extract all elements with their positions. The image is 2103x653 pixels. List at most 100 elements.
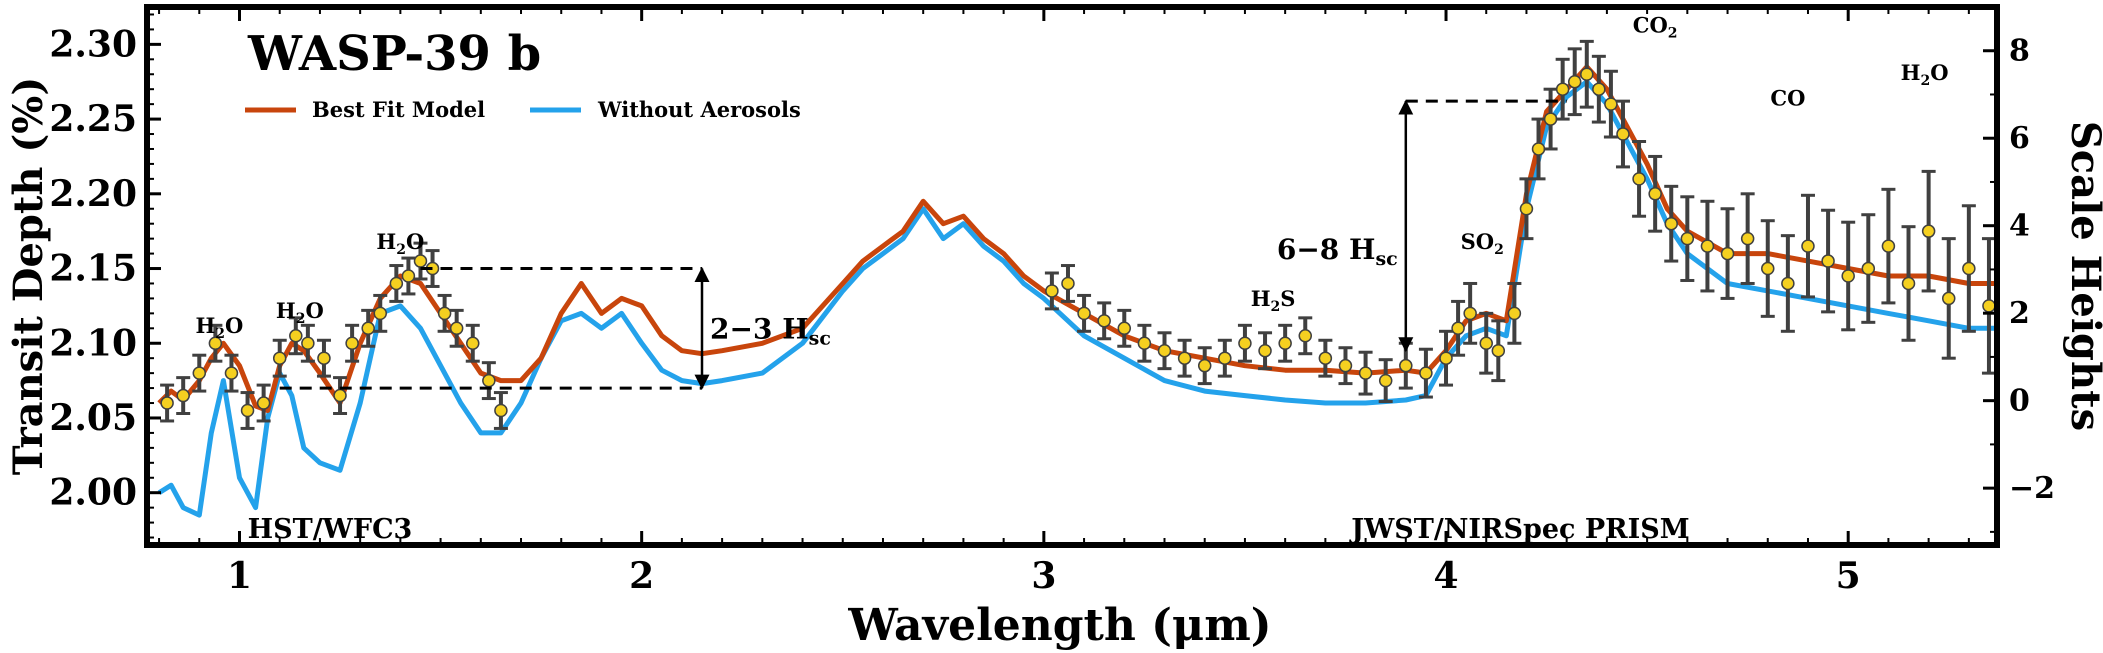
data-point [437, 293, 452, 333]
data-point-marker [1298, 329, 1313, 343]
data-point-marker [1861, 261, 1876, 276]
y-tick-label: 2.05 [49, 397, 137, 439]
data-point [1543, 87, 1558, 151]
scale-height-bracket-jwst: 6−8 Hsc [1277, 99, 1567, 353]
data-point-marker [1543, 112, 1558, 126]
data-point-marker [401, 269, 416, 283]
data-point [1278, 323, 1293, 363]
data-point [1258, 331, 1273, 371]
data-point-marker [1801, 239, 1815, 253]
data-point-marker [1077, 306, 1091, 321]
data-point [240, 391, 255, 430]
data-point [1418, 347, 1433, 399]
data-point [1841, 220, 1856, 332]
data-point-marker [1419, 366, 1433, 380]
data-point [1720, 207, 1735, 300]
data-point [1664, 184, 1679, 263]
data-point [1941, 237, 1956, 360]
data-point-marker [1781, 276, 1795, 291]
data-point [1358, 350, 1373, 396]
plot-frame [144, 4, 2000, 548]
data-point [1780, 234, 1795, 333]
data-point [361, 308, 376, 348]
data-point [1060, 264, 1075, 303]
data-point-marker [1921, 224, 1936, 238]
data-point [481, 361, 496, 401]
instrument-label: HST/WFC3 [248, 514, 413, 545]
data-point-marker [1061, 276, 1075, 291]
data-point-marker [1399, 358, 1413, 373]
data-point-marker [317, 351, 331, 365]
data-point [1177, 338, 1192, 378]
data-point-marker [1664, 216, 1678, 231]
data-point-marker [240, 403, 255, 418]
y2-tick-label: 0 [2009, 384, 2030, 419]
x-axis: 1 2 3 4 5 [158, 7, 1970, 597]
data-point-marker [176, 388, 190, 403]
data-point-marker [1491, 343, 1506, 358]
data-point-marker [1479, 336, 1493, 350]
data-point [1591, 54, 1606, 124]
x-tick-label: 3 [1031, 555, 1056, 597]
data-point-marker [1982, 299, 1996, 313]
data-point [1961, 204, 1976, 333]
y2-tick-label: 2 [2009, 296, 2030, 331]
data-point [1680, 195, 1695, 282]
data-point [192, 353, 207, 393]
data-point [465, 323, 480, 363]
molecule-label: H2O [376, 229, 424, 258]
data-point-marker [1567, 74, 1582, 89]
data-point-marker [1378, 373, 1393, 388]
data-points [160, 39, 1996, 430]
instrument-hst: HST/WFC3 [159, 514, 501, 546]
data-point [300, 323, 315, 363]
y-tick-label: 2.25 [49, 98, 137, 140]
data-point [401, 256, 416, 296]
data-point-marker [256, 396, 271, 410]
data-point [1901, 225, 1916, 342]
data-point-marker [1258, 343, 1272, 358]
data-point [1298, 316, 1313, 356]
data-point-marker [1338, 358, 1353, 373]
data-point [316, 338, 331, 378]
data-point-marker [1197, 358, 1212, 373]
data-point-marker [1632, 172, 1646, 186]
data-point-marker [1962, 261, 1976, 276]
data-point [1217, 338, 1232, 378]
data-point-marker [449, 321, 464, 336]
data-point [1137, 323, 1152, 363]
data-point [1700, 199, 1715, 293]
data-point [449, 308, 464, 348]
data-point-marker [389, 276, 404, 291]
data-point-marker [466, 336, 480, 350]
data-point [1491, 319, 1506, 383]
data-point-marker [1137, 336, 1152, 350]
data-point [1981, 237, 1996, 375]
data-point [1338, 346, 1353, 386]
data-point-marker [1740, 231, 1755, 246]
data-point [1463, 281, 1478, 345]
data-point-marker [1318, 351, 1333, 365]
y2-axis-label: Scale Heights [2062, 121, 2103, 431]
data-point [224, 353, 239, 393]
data-point [1861, 213, 1876, 324]
data-point [1318, 338, 1333, 378]
data-point [1378, 358, 1393, 404]
scale-height-label: 6−8 Hsc [1277, 233, 1398, 270]
data-point [1507, 281, 1522, 345]
data-point-marker [224, 366, 239, 380]
data-point-marker [1531, 142, 1546, 156]
data-point [1881, 187, 1896, 305]
data-point [413, 241, 428, 281]
data-point [1648, 154, 1663, 233]
data-point [208, 323, 223, 363]
data-point [1800, 193, 1815, 299]
data-point-marker [1117, 321, 1132, 336]
x-tick-label: 2 [629, 555, 654, 597]
y-tick-label: 2.00 [49, 472, 137, 514]
instrument-jwst: JWST/NIRSpec PRISM [1043, 514, 1993, 546]
data-point-marker [482, 373, 496, 388]
data-point [1439, 329, 1454, 387]
data-point [1821, 208, 1836, 314]
data-point [160, 383, 175, 423]
